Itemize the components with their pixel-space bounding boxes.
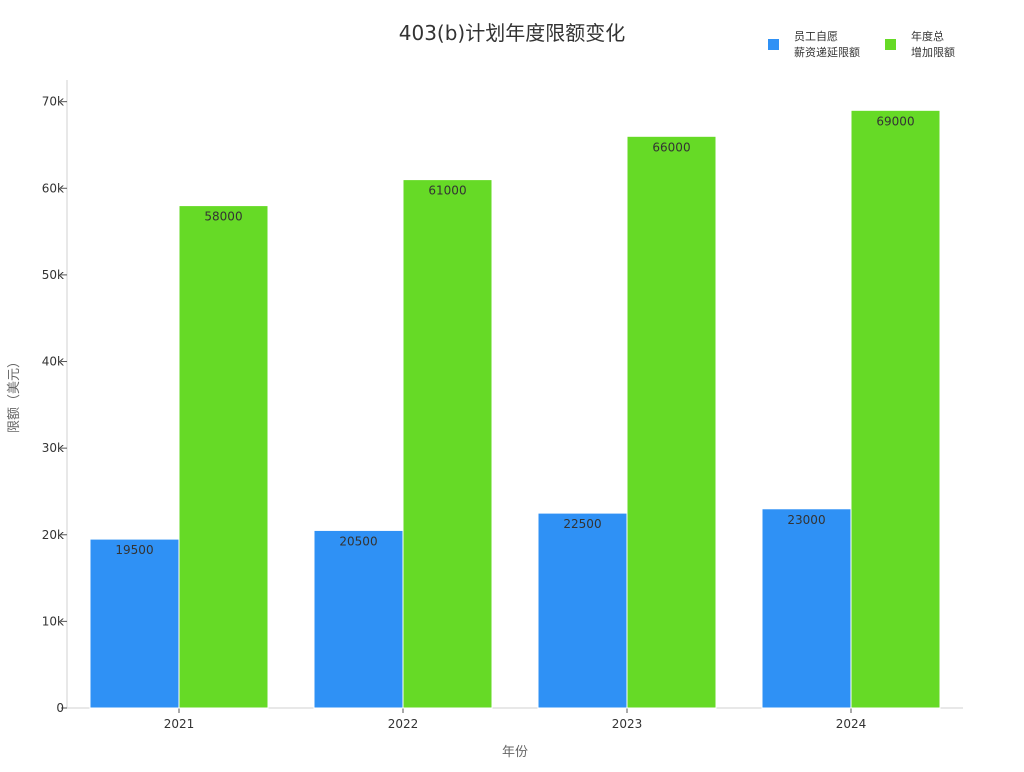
data-label: 61000 [428, 184, 466, 198]
data-label: 22500 [563, 517, 601, 531]
bar-salary-deferral-2021 [89, 538, 180, 709]
data-label: 23000 [787, 513, 825, 527]
x-tick-label: 2022 [388, 717, 419, 731]
bar-total-addition-2022 [402, 179, 493, 709]
legend-label: 薪资递延限额 [794, 45, 860, 59]
bar-total-addition-2023 [626, 135, 717, 709]
y-tick-label: 10k [42, 614, 64, 628]
y-tick-label: 50k [42, 268, 64, 282]
data-label: 58000 [204, 210, 242, 224]
bar-total-addition-2024 [850, 109, 941, 709]
y-tick-label: 40k [42, 355, 64, 369]
bar-salary-deferral-2022 [313, 529, 404, 709]
y-tick-label: 70k [42, 95, 64, 109]
y-tick-label: 60k [42, 181, 64, 195]
data-label: 69000 [876, 114, 914, 128]
y-tick-label: 30k [42, 441, 64, 455]
bar-salary-deferral-2023 [537, 512, 628, 709]
data-label: 20500 [339, 534, 377, 548]
chart-title: 403(b)计划年度限额变化 [399, 21, 625, 45]
y-axis-title: 限额（美元） [7, 355, 22, 433]
x-tick-label: 2021 [164, 717, 195, 731]
x-axis-title: 年份 [502, 745, 528, 760]
legend-swatch [885, 39, 896, 50]
data-label: 66000 [652, 140, 690, 154]
legend-label: 年度总 [911, 29, 944, 43]
legend-label: 员工自愿 [794, 30, 838, 43]
x-tick-label: 2023 [612, 717, 643, 731]
bar-salary-deferral-2024 [761, 508, 852, 709]
legend-label: 增加限额 [911, 45, 955, 59]
y-tick-label: 20k [42, 528, 64, 542]
data-label: 19500 [115, 543, 153, 557]
bar-total-addition-2021 [178, 205, 269, 709]
x-tick-label: 2024 [836, 717, 867, 731]
legend-swatch [768, 39, 779, 50]
y-tick-label: 0 [56, 701, 64, 715]
